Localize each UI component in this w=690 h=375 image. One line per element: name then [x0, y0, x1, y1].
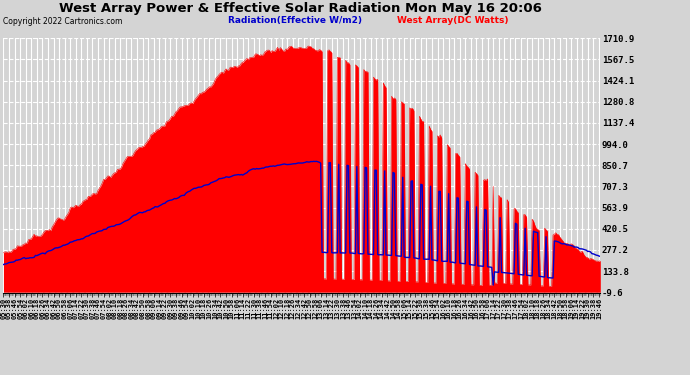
Text: West Array Power & Effective Solar Radiation Mon May 16 20:06: West Array Power & Effective Solar Radia…: [59, 2, 542, 15]
Text: Copyright 2022 Cartronics.com: Copyright 2022 Cartronics.com: [3, 17, 123, 26]
Text: Radiation(Effective W/m2): Radiation(Effective W/m2): [228, 16, 362, 25]
Text: West Array(DC Watts): West Array(DC Watts): [397, 16, 509, 25]
